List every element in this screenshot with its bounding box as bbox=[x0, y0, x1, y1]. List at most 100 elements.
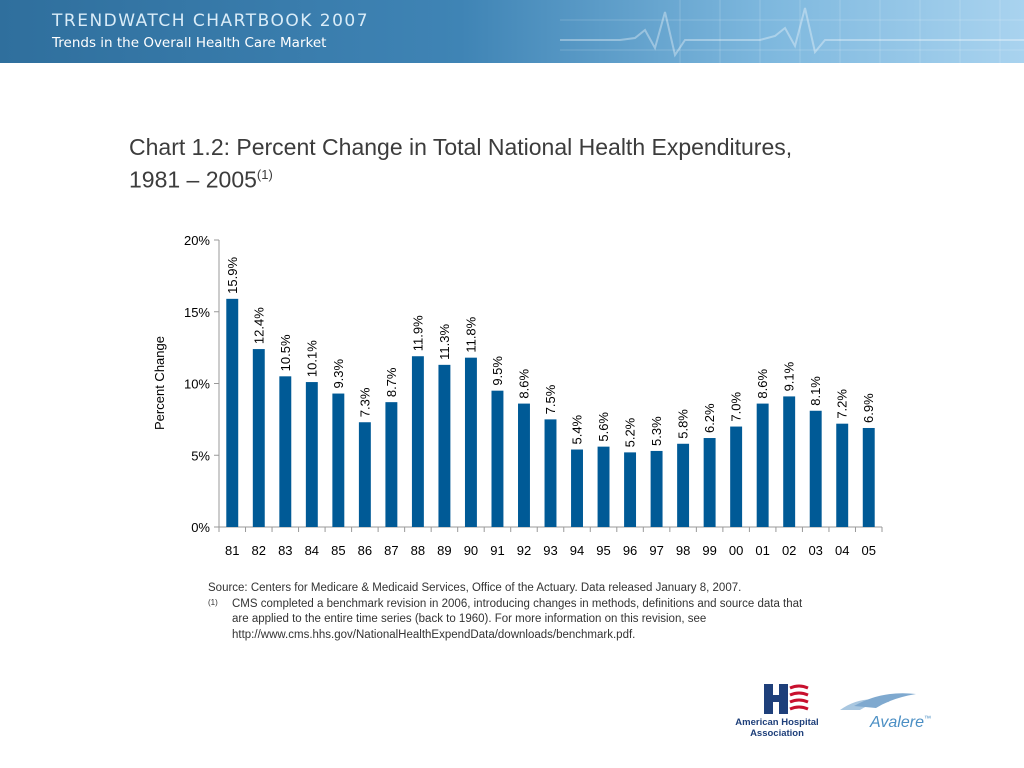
y-tick-label: 15% bbox=[184, 305, 210, 320]
x-tick-label: 99 bbox=[702, 543, 716, 558]
x-tick-label: 92 bbox=[517, 543, 531, 558]
data-label-88: 11.9% bbox=[410, 315, 425, 351]
data-label-95: 5.6% bbox=[596, 412, 611, 442]
x-tick-label: 05 bbox=[862, 543, 876, 558]
data-label-89: 11.3% bbox=[437, 324, 452, 360]
data-label-85: 9.3% bbox=[331, 358, 346, 388]
bar-96 bbox=[624, 452, 637, 527]
x-tick-label: 02 bbox=[782, 543, 796, 558]
bar-98 bbox=[677, 443, 690, 527]
bar-03 bbox=[809, 410, 822, 527]
x-tick-label: 85 bbox=[331, 543, 345, 558]
data-label-99: 6.2% bbox=[702, 403, 717, 433]
x-tick-label: 04 bbox=[835, 543, 849, 558]
data-label-02: 9.1% bbox=[782, 361, 797, 391]
aha-h-icon bbox=[764, 684, 809, 714]
footnote: (1) CMS completed a benchmark revision i… bbox=[208, 597, 888, 644]
bar-05 bbox=[862, 427, 875, 527]
chartbook-title: TRENDWATCH CHARTBOOK 2007 bbox=[52, 11, 370, 31]
chart-notes: Source: Centers for Medicare & Medicaid … bbox=[208, 581, 888, 643]
data-label-03: 8.1% bbox=[808, 376, 823, 406]
data-label-98: 5.8% bbox=[676, 409, 691, 439]
bar-89 bbox=[438, 364, 451, 527]
y-tick-label: 5% bbox=[191, 448, 210, 463]
x-tick-label: 95 bbox=[596, 543, 610, 558]
bar-02 bbox=[783, 396, 796, 527]
bar-85 bbox=[332, 393, 345, 527]
y-tick-label: 0% bbox=[191, 520, 210, 535]
x-tick-label: 89 bbox=[437, 543, 451, 558]
x-tick-label: 86 bbox=[358, 543, 372, 558]
data-label-82: 12.4% bbox=[251, 307, 266, 344]
x-tick-label: 03 bbox=[808, 543, 822, 558]
chart-bars bbox=[226, 298, 875, 527]
bar-88 bbox=[411, 356, 424, 527]
bar-00 bbox=[730, 426, 743, 527]
bar-97 bbox=[650, 450, 663, 527]
data-label-92: 8.6% bbox=[516, 369, 531, 399]
x-tick-label: 81 bbox=[225, 543, 239, 558]
bar-81 bbox=[226, 298, 239, 527]
chart-title-superscript: (1) bbox=[256, 167, 273, 182]
data-label-86: 7.3% bbox=[357, 387, 372, 417]
y-axis-label: Percent Change bbox=[152, 336, 167, 430]
data-label-81: 15.9% bbox=[225, 257, 240, 294]
chart-title: Chart 1.2: Percent Change in Total Natio… bbox=[129, 134, 909, 194]
chart-labels: 81 15.9% 82 12.4% 83 10.5% 84 10.1% 85 9.3% 86 7.3%… bbox=[225, 257, 876, 558]
bar-95 bbox=[597, 446, 610, 527]
bar-04 bbox=[836, 423, 849, 527]
x-tick-label: 83 bbox=[278, 543, 292, 558]
header-banner: TRENDWATCH CHARTBOOK 2007 Trends in the … bbox=[0, 0, 1024, 63]
bar-82 bbox=[252, 349, 265, 527]
bar-90 bbox=[464, 357, 477, 527]
bar-86 bbox=[358, 422, 371, 527]
y-tick-label: 20% bbox=[184, 233, 210, 248]
y-tick-label: 10% bbox=[184, 377, 210, 392]
x-tick-label: 98 bbox=[676, 543, 690, 558]
avalere-logo: Avalere™ bbox=[832, 688, 942, 738]
avalere-bird-icon bbox=[840, 693, 916, 710]
footnote-line-2: are applied to the entire time series (b… bbox=[232, 613, 707, 625]
bar-92 bbox=[518, 403, 530, 527]
x-tick-label: 97 bbox=[649, 543, 663, 558]
x-tick-label: 91 bbox=[490, 543, 504, 558]
x-tick-label: 87 bbox=[384, 543, 398, 558]
data-label-96: 5.2% bbox=[623, 417, 638, 447]
x-tick-label: 00 bbox=[729, 543, 743, 558]
x-tick-label: 94 bbox=[570, 543, 584, 558]
avalere-wordmark: Avalere™ bbox=[870, 714, 931, 732]
data-label-84: 10.1% bbox=[304, 340, 319, 377]
x-tick-label: 01 bbox=[755, 543, 769, 558]
data-label-87: 8.7% bbox=[384, 367, 399, 397]
aha-line-2: Association bbox=[750, 728, 804, 739]
data-label-05: 6.9% bbox=[861, 393, 876, 423]
data-label-91: 9.5% bbox=[490, 356, 505, 386]
chart-title-line2: 1981 – 2005 bbox=[129, 166, 257, 193]
data-label-00: 7.0% bbox=[729, 391, 744, 421]
bar-91 bbox=[491, 390, 504, 527]
data-label-90: 11.8% bbox=[463, 316, 478, 352]
data-label-97: 5.3% bbox=[649, 416, 664, 446]
x-tick-label: 93 bbox=[543, 543, 557, 558]
bar-93 bbox=[544, 419, 557, 527]
chartbook-subtitle: Trends in the Overall Health Care Market bbox=[52, 35, 327, 51]
x-tick-label: 88 bbox=[411, 543, 425, 558]
aha-logo: American Hospital Association bbox=[722, 680, 832, 746]
ekg-wave-decoration bbox=[560, 0, 1024, 63]
data-label-01: 8.6% bbox=[755, 369, 770, 399]
bar-94 bbox=[571, 449, 583, 527]
x-tick-label: 84 bbox=[305, 543, 319, 558]
x-tick-label: 96 bbox=[623, 543, 637, 558]
data-label-04: 7.2% bbox=[835, 389, 850, 419]
aha-line-1: American Hospital bbox=[735, 717, 819, 728]
bar-84 bbox=[305, 382, 318, 527]
data-label-83: 10.5% bbox=[278, 334, 293, 371]
data-label-93: 7.5% bbox=[543, 384, 558, 414]
footnote-line-1: CMS completed a benchmark revision in 20… bbox=[232, 597, 803, 610]
aha-wordmark: American Hospital Association bbox=[722, 717, 832, 739]
bar-83 bbox=[279, 376, 292, 527]
bar-01 bbox=[756, 403, 769, 527]
source-note: Source: Centers for Medicare & Medicaid … bbox=[208, 582, 742, 594]
bar-99 bbox=[703, 438, 716, 527]
